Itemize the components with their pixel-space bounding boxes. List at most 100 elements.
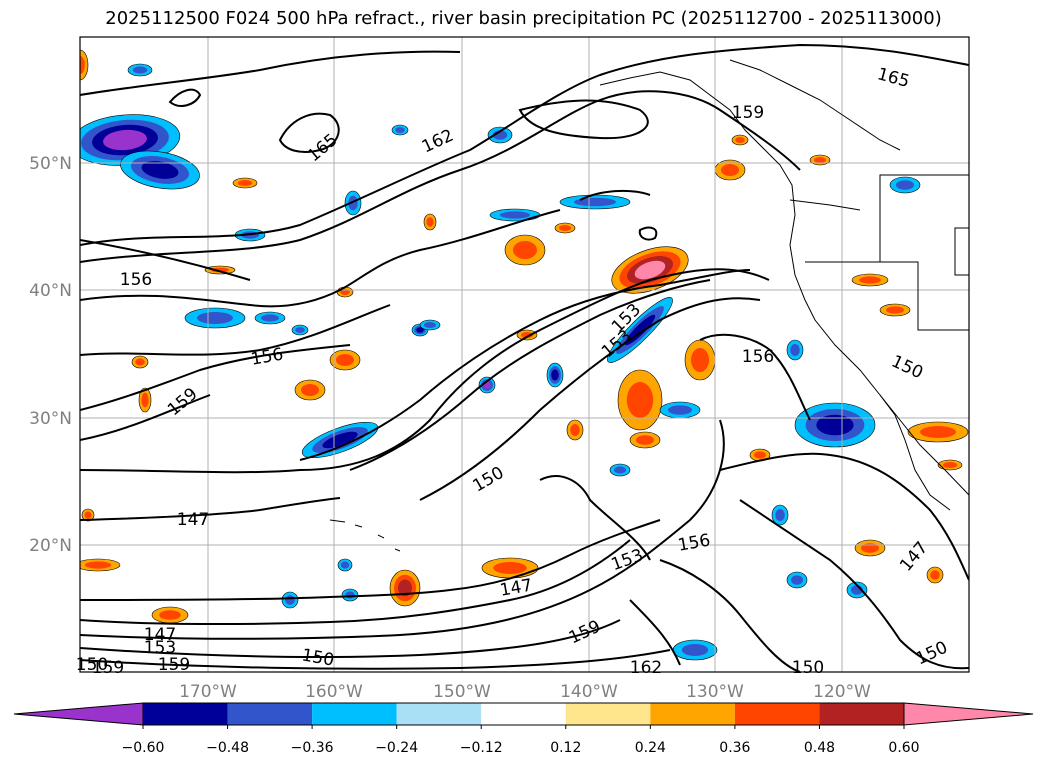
precip-anomaly-patch (691, 348, 709, 372)
precip-anomaly-patch (521, 332, 533, 338)
lat-tick-label: 50°N (29, 154, 72, 174)
precip-anomaly-patch (424, 322, 436, 328)
contour-line (299, 269, 751, 461)
precip-anomaly-patch (211, 267, 229, 273)
precip-anomaly-patch (261, 314, 279, 322)
colorbar-tick-label: −0.24 (375, 740, 418, 756)
precip-anomaly-patch (322, 431, 358, 449)
precip-anomaly-patch (426, 217, 434, 227)
precip-anomaly-patch (668, 405, 692, 415)
contour-label: 159 (732, 103, 764, 123)
coastline (377, 534, 385, 539)
contour-line (80, 209, 561, 308)
lat-tick-label: 30°N (29, 409, 72, 429)
precip-anomaly-patch (348, 195, 358, 211)
contour-line (80, 497, 341, 521)
lat-tick-label: 40°N (29, 281, 72, 301)
colorbar-extend-low (13, 702, 144, 726)
precip-anomaly-patch (84, 561, 112, 569)
colorbar-frame (142, 702, 905, 726)
contour-line (80, 419, 725, 640)
colorbar-tick-label: 0.12 (550, 740, 581, 756)
colorbar-segment (650, 703, 735, 725)
precip-anomaly-patch (285, 595, 295, 605)
precip-anomaly-patch (416, 327, 424, 333)
contour-label: 156 (742, 347, 774, 367)
precip-anomaly-patch (301, 384, 319, 396)
contour-line (80, 519, 661, 601)
contour-line (80, 239, 251, 281)
precip-anomaly-patch (237, 180, 253, 186)
contour-line (629, 599, 681, 666)
contour-label: 150 (76, 655, 108, 675)
contour-line (719, 452, 969, 581)
refractivity-contours (80, 43, 969, 672)
colorbar-segment (396, 703, 482, 725)
precip-anomaly-patch (775, 509, 785, 521)
precip-anomaly-patch (345, 591, 355, 599)
precip-anomaly-patch (791, 575, 803, 585)
precip-anomaly-patch (340, 561, 350, 569)
precip-anomaly-patch (859, 276, 881, 284)
contour-line (168, 88, 202, 107)
contour-line (419, 297, 761, 501)
contour-label: 162 (630, 658, 662, 678)
precip-anomaly-patch (84, 511, 92, 519)
precip-anomaly-patch (636, 435, 654, 445)
precip-anomaly-patch (816, 414, 854, 436)
lon-tick-label: 150°W (433, 682, 491, 702)
lon-tick-label: 170°W (179, 682, 237, 702)
precip-anomaly-patch (920, 426, 956, 438)
contour-line (80, 304, 391, 356)
precip-shading (80, 49, 969, 661)
colorbar-segment (227, 703, 313, 725)
axis-ticks: 170°W 160°W 150°W 140°W 130°W 120°W 20°N 30°N 40… (29, 154, 871, 702)
precip-anomaly-patch (942, 462, 958, 468)
coastline (354, 524, 363, 528)
precip-anomaly-patch (634, 260, 666, 280)
colorbar-tick-label: 0.36 (719, 740, 750, 756)
colorbar-segment (565, 703, 651, 725)
precip-anomaly-patch (159, 610, 181, 620)
precip-anomaly-patch (132, 66, 148, 74)
coastline (729, 59, 901, 151)
contour-label: 156 (120, 270, 152, 290)
chart-title: 2025112500 F024 500 hPa refract., river … (105, 8, 942, 29)
coastline (789, 199, 861, 211)
precip-anomaly-patch (754, 451, 766, 459)
lon-tick-label: 120°W (813, 682, 871, 702)
colorbar-tick-label: −0.60 (122, 740, 165, 756)
lon-tick-label: 130°W (686, 682, 744, 702)
precip-anomaly-patch (570, 424, 580, 436)
colorbar-segment (734, 703, 820, 725)
colorbar-tick-label: 0.48 (804, 740, 835, 756)
precip-anomaly-patch (886, 306, 904, 314)
colorbar-tick-label: −0.12 (460, 740, 503, 756)
coastline (954, 227, 969, 276)
precip-anomaly-patch (721, 164, 739, 176)
precip-anomaly-patch (103, 129, 147, 151)
contour-line (739, 499, 969, 670)
precip-anomaly-patch (336, 354, 354, 366)
precip-anomaly-patch (896, 180, 914, 190)
contour-line (80, 649, 671, 670)
precip-anomaly-patch (626, 382, 654, 418)
contour-label: 147 (144, 625, 176, 645)
contour-line (80, 619, 621, 659)
contour-label: 153 (144, 638, 176, 658)
contour-line (349, 279, 711, 471)
contour-line (80, 539, 631, 626)
colorbar-segment (143, 703, 228, 725)
contour-line (539, 475, 651, 561)
contour-line (80, 344, 351, 411)
precip-anomaly-patch (395, 127, 405, 133)
precip-anomaly-patch (814, 157, 826, 163)
contour-line (638, 226, 658, 241)
precip-anomaly-patch (614, 466, 626, 474)
gridlines (80, 37, 969, 672)
plot-frame (79, 36, 970, 673)
colorbar: −0.60 −0.48 −0.36 −0.24 −0.12 0.12 0.24 0.36 0.4… (13, 702, 1034, 756)
precip-anomaly-patch (681, 644, 709, 656)
